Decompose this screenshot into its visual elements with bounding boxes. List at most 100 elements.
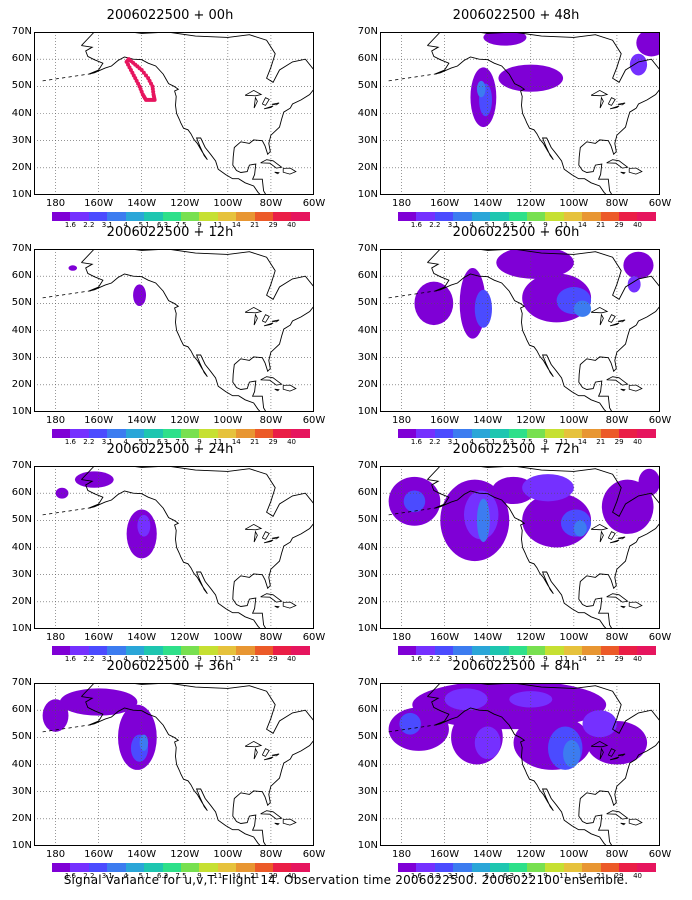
map-plot bbox=[380, 249, 660, 412]
map-plot bbox=[380, 466, 660, 629]
colorbar-swatch bbox=[52, 212, 71, 221]
latitude-label: 30N bbox=[11, 351, 32, 363]
colorbar-label: 2.2 bbox=[83, 655, 95, 663]
colorbar-swatch bbox=[144, 212, 163, 221]
latitude-label: 20N bbox=[11, 378, 32, 390]
latitude-label: 30N bbox=[11, 785, 32, 797]
latitude-label: 20N bbox=[357, 595, 378, 607]
variance-contour bbox=[474, 726, 501, 760]
latitude-label: 20N bbox=[11, 595, 32, 607]
latitude-label: 60N bbox=[11, 53, 32, 65]
latitude-label: 30N bbox=[11, 568, 32, 580]
variance-contour bbox=[627, 276, 641, 293]
colorbar-swatch bbox=[180, 429, 200, 438]
colorbar-label: 7.5 bbox=[521, 655, 533, 663]
latitude-label: 40N bbox=[11, 107, 32, 119]
colorbar-label: 7.5 bbox=[175, 655, 187, 663]
colorbar-label: 4 bbox=[469, 438, 474, 446]
map-panel: 2006022500 + 00h 70N 60N 50N 40N 30N 20N 10N 180… bbox=[0, 8, 340, 229]
colorbar-label: 2.2 bbox=[83, 438, 95, 446]
colorbar-label: 40 bbox=[633, 438, 643, 446]
latitude-label: 30N bbox=[11, 134, 32, 146]
colorbar-label: 1.6 bbox=[410, 655, 422, 663]
colorbar-label: 21 bbox=[596, 655, 606, 663]
colorbar-label: 11 bbox=[559, 872, 569, 880]
colorbar-label: 21 bbox=[596, 872, 606, 880]
colorbar-label: 1.6 bbox=[64, 438, 76, 446]
latitude-label: 50N bbox=[357, 731, 378, 743]
colorbar-label: 5.1 bbox=[138, 221, 150, 229]
colorbar-label: 6.3 bbox=[156, 872, 169, 880]
colorbar-swatch bbox=[199, 863, 218, 872]
colorbar-label: 5.1 bbox=[484, 438, 496, 446]
colorbar-swatch bbox=[88, 646, 108, 655]
colorbar-label: 6.3 bbox=[156, 438, 169, 446]
variance-contour bbox=[496, 249, 574, 279]
colorbar-label: 4 bbox=[469, 872, 474, 880]
panel-title: 2006022500 + 36h bbox=[106, 659, 234, 674]
colorbar-label: 2.2 bbox=[83, 221, 95, 229]
variance-contour bbox=[444, 688, 488, 711]
variance-contour bbox=[638, 468, 660, 496]
colorbar-label: 5.1 bbox=[484, 655, 496, 663]
colorbar-label: 2.2 bbox=[83, 872, 95, 880]
colorbar-swatch bbox=[453, 429, 472, 438]
longitude-label: 100W bbox=[559, 415, 589, 426]
colorbar-label: 9 bbox=[197, 438, 202, 446]
colorbar-label: 3.1 bbox=[447, 438, 459, 446]
longitude-label: 140W bbox=[473, 849, 503, 860]
colorbar-swatch bbox=[236, 646, 255, 655]
colorbar-label: 29 bbox=[268, 872, 278, 880]
map-plot bbox=[34, 683, 314, 846]
colorbar-swatch bbox=[398, 212, 417, 221]
colorbar-swatch bbox=[217, 863, 237, 872]
colorbar-label: 5.1 bbox=[138, 872, 150, 880]
longitude-label: 120W bbox=[516, 849, 546, 860]
colorbar-label: 1.6 bbox=[410, 221, 422, 229]
coastline bbox=[81, 683, 314, 846]
colorbar-swatch bbox=[162, 429, 181, 438]
colorbar-label: 14 bbox=[231, 872, 241, 880]
longitude-label: 140W bbox=[473, 198, 503, 209]
colorbar-label: 7.5 bbox=[521, 872, 533, 880]
latitude-label: 30N bbox=[357, 351, 378, 363]
colorbar-swatch bbox=[236, 429, 255, 438]
longitude-label: 80W bbox=[259, 415, 283, 426]
longitude-label: 180 bbox=[391, 849, 412, 860]
variance-contour bbox=[403, 490, 426, 513]
colorbar-swatch bbox=[162, 646, 181, 655]
longitude-label: 160W bbox=[430, 198, 460, 209]
longitude-label: 120W bbox=[170, 632, 200, 643]
latitude-label: 70N bbox=[11, 677, 32, 688]
colorbar-swatch bbox=[526, 863, 546, 872]
colorbar-swatch bbox=[254, 212, 274, 221]
colorbar-label: 21 bbox=[250, 438, 260, 446]
latitude-label: 30N bbox=[357, 134, 378, 146]
latitude-label: 70N bbox=[357, 243, 378, 254]
latitude-label: 10N bbox=[357, 189, 378, 200]
colorbar-swatch bbox=[70, 646, 89, 655]
colorbar-label: 29 bbox=[614, 438, 624, 446]
colorbar-swatch bbox=[88, 212, 108, 221]
colorbar-label: 9 bbox=[197, 655, 202, 663]
colorbar-label: 3.1 bbox=[101, 221, 113, 229]
colorbar-label: 40 bbox=[633, 655, 643, 663]
colorbar-swatch bbox=[490, 212, 509, 221]
map-plot bbox=[380, 683, 660, 846]
colorbar-label: 3.1 bbox=[447, 221, 459, 229]
colorbar-label: 7.5 bbox=[521, 221, 533, 229]
map-plot bbox=[34, 466, 314, 629]
longitude-label: 120W bbox=[516, 415, 546, 426]
colorbar-swatch bbox=[416, 863, 435, 872]
colorbar-swatch bbox=[291, 863, 310, 872]
longitude-label: 100W bbox=[213, 198, 243, 209]
colorbar-swatch bbox=[600, 863, 620, 872]
colorbar-swatch bbox=[273, 646, 292, 655]
colorbar-swatch bbox=[52, 429, 71, 438]
coastline bbox=[427, 249, 660, 412]
variance-contour bbox=[573, 300, 592, 317]
colorbar-label: 11 bbox=[213, 438, 223, 446]
colorbar-swatch bbox=[107, 429, 126, 438]
latitude-label: 10N bbox=[11, 406, 32, 417]
colorbar-label: 9 bbox=[543, 655, 548, 663]
